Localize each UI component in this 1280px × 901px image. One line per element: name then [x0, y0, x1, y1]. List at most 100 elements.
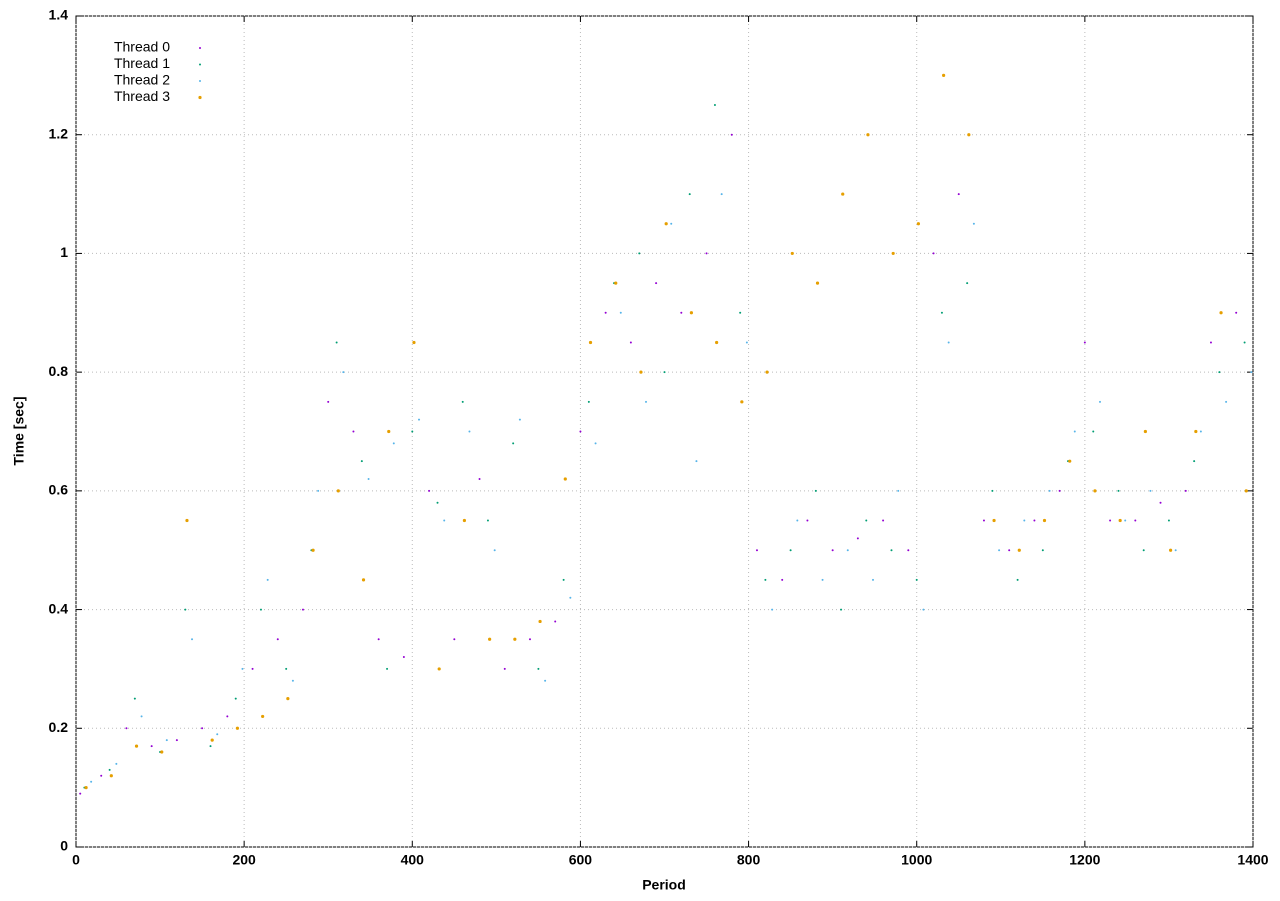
point	[991, 489, 994, 492]
point	[579, 430, 582, 433]
point	[538, 619, 542, 624]
point	[311, 548, 315, 552]
point	[428, 489, 431, 492]
point	[518, 418, 521, 421]
point	[882, 519, 885, 522]
point	[1042, 518, 1047, 523]
point	[789, 549, 792, 552]
point	[100, 774, 103, 777]
y-tick-label: 1.4	[49, 7, 69, 23]
point	[1184, 489, 1187, 492]
point	[1033, 519, 1036, 522]
x-tick-label: 600	[569, 852, 593, 868]
point	[185, 518, 189, 523]
point	[619, 311, 622, 314]
point	[1243, 341, 1246, 344]
x-tick-label: 1400	[1237, 852, 1268, 868]
point	[680, 311, 683, 314]
point	[234, 697, 237, 700]
point	[1142, 549, 1145, 552]
point	[386, 667, 389, 670]
point	[115, 762, 118, 765]
x-tick-label: 200	[232, 852, 256, 868]
point	[645, 400, 648, 403]
legend-marker	[199, 80, 201, 82]
point	[387, 429, 391, 434]
point	[982, 519, 985, 522]
point	[563, 477, 567, 481]
point	[216, 733, 219, 736]
x-tick-label: 0	[72, 852, 80, 868]
point	[740, 400, 744, 404]
point	[226, 715, 229, 718]
legend-marker	[199, 63, 201, 66]
point	[1023, 519, 1026, 522]
point	[261, 714, 265, 719]
point	[966, 282, 969, 285]
point	[336, 489, 340, 493]
point	[133, 697, 136, 700]
plot-frame	[75, 15, 1254, 848]
point	[670, 222, 673, 225]
point	[1149, 489, 1152, 492]
point	[251, 667, 254, 670]
point	[1058, 489, 1061, 492]
point	[175, 739, 178, 742]
point	[639, 370, 643, 374]
point	[1117, 489, 1120, 492]
point	[594, 442, 597, 445]
x-axis-label: Period	[642, 877, 686, 893]
point	[992, 518, 996, 523]
point	[165, 739, 168, 742]
point	[655, 282, 658, 285]
point	[814, 489, 817, 492]
point	[1174, 549, 1177, 552]
point	[806, 519, 809, 522]
point	[831, 549, 834, 552]
point	[160, 750, 164, 754]
point	[663, 371, 666, 374]
point	[554, 620, 557, 623]
point	[266, 578, 269, 581]
point	[453, 638, 456, 641]
point	[947, 341, 950, 344]
point	[604, 311, 607, 314]
point	[361, 578, 366, 582]
point	[664, 222, 668, 226]
point	[840, 608, 843, 611]
point	[1199, 430, 1202, 433]
point	[1143, 429, 1147, 434]
point	[544, 679, 547, 682]
point	[392, 442, 395, 445]
x-tick-label: 1200	[1069, 852, 1100, 868]
point	[967, 133, 971, 137]
point	[537, 667, 540, 670]
point	[998, 549, 1001, 552]
point	[866, 133, 870, 137]
legend-label: Thread 3	[114, 88, 170, 104]
point	[1225, 400, 1228, 403]
y-axis-label: Time [sec]	[11, 397, 27, 466]
point	[402, 656, 405, 659]
point	[150, 745, 153, 748]
y-tick-label: 0	[60, 838, 68, 854]
point	[1218, 371, 1221, 374]
point	[1109, 519, 1112, 522]
point	[1073, 430, 1076, 433]
point	[755, 549, 758, 552]
x-tick-label: 400	[401, 852, 425, 868]
x-tick-label: 1000	[901, 852, 932, 868]
point	[629, 341, 632, 344]
point	[342, 371, 345, 374]
point	[588, 340, 593, 345]
point	[513, 637, 517, 641]
point	[301, 608, 304, 611]
point	[503, 667, 506, 670]
point	[184, 608, 187, 611]
point	[1041, 549, 1044, 552]
legend-label: Thread 0	[114, 39, 170, 55]
point	[1219, 311, 1223, 315]
point	[486, 519, 489, 522]
legend-label: Thread 2	[114, 72, 170, 88]
